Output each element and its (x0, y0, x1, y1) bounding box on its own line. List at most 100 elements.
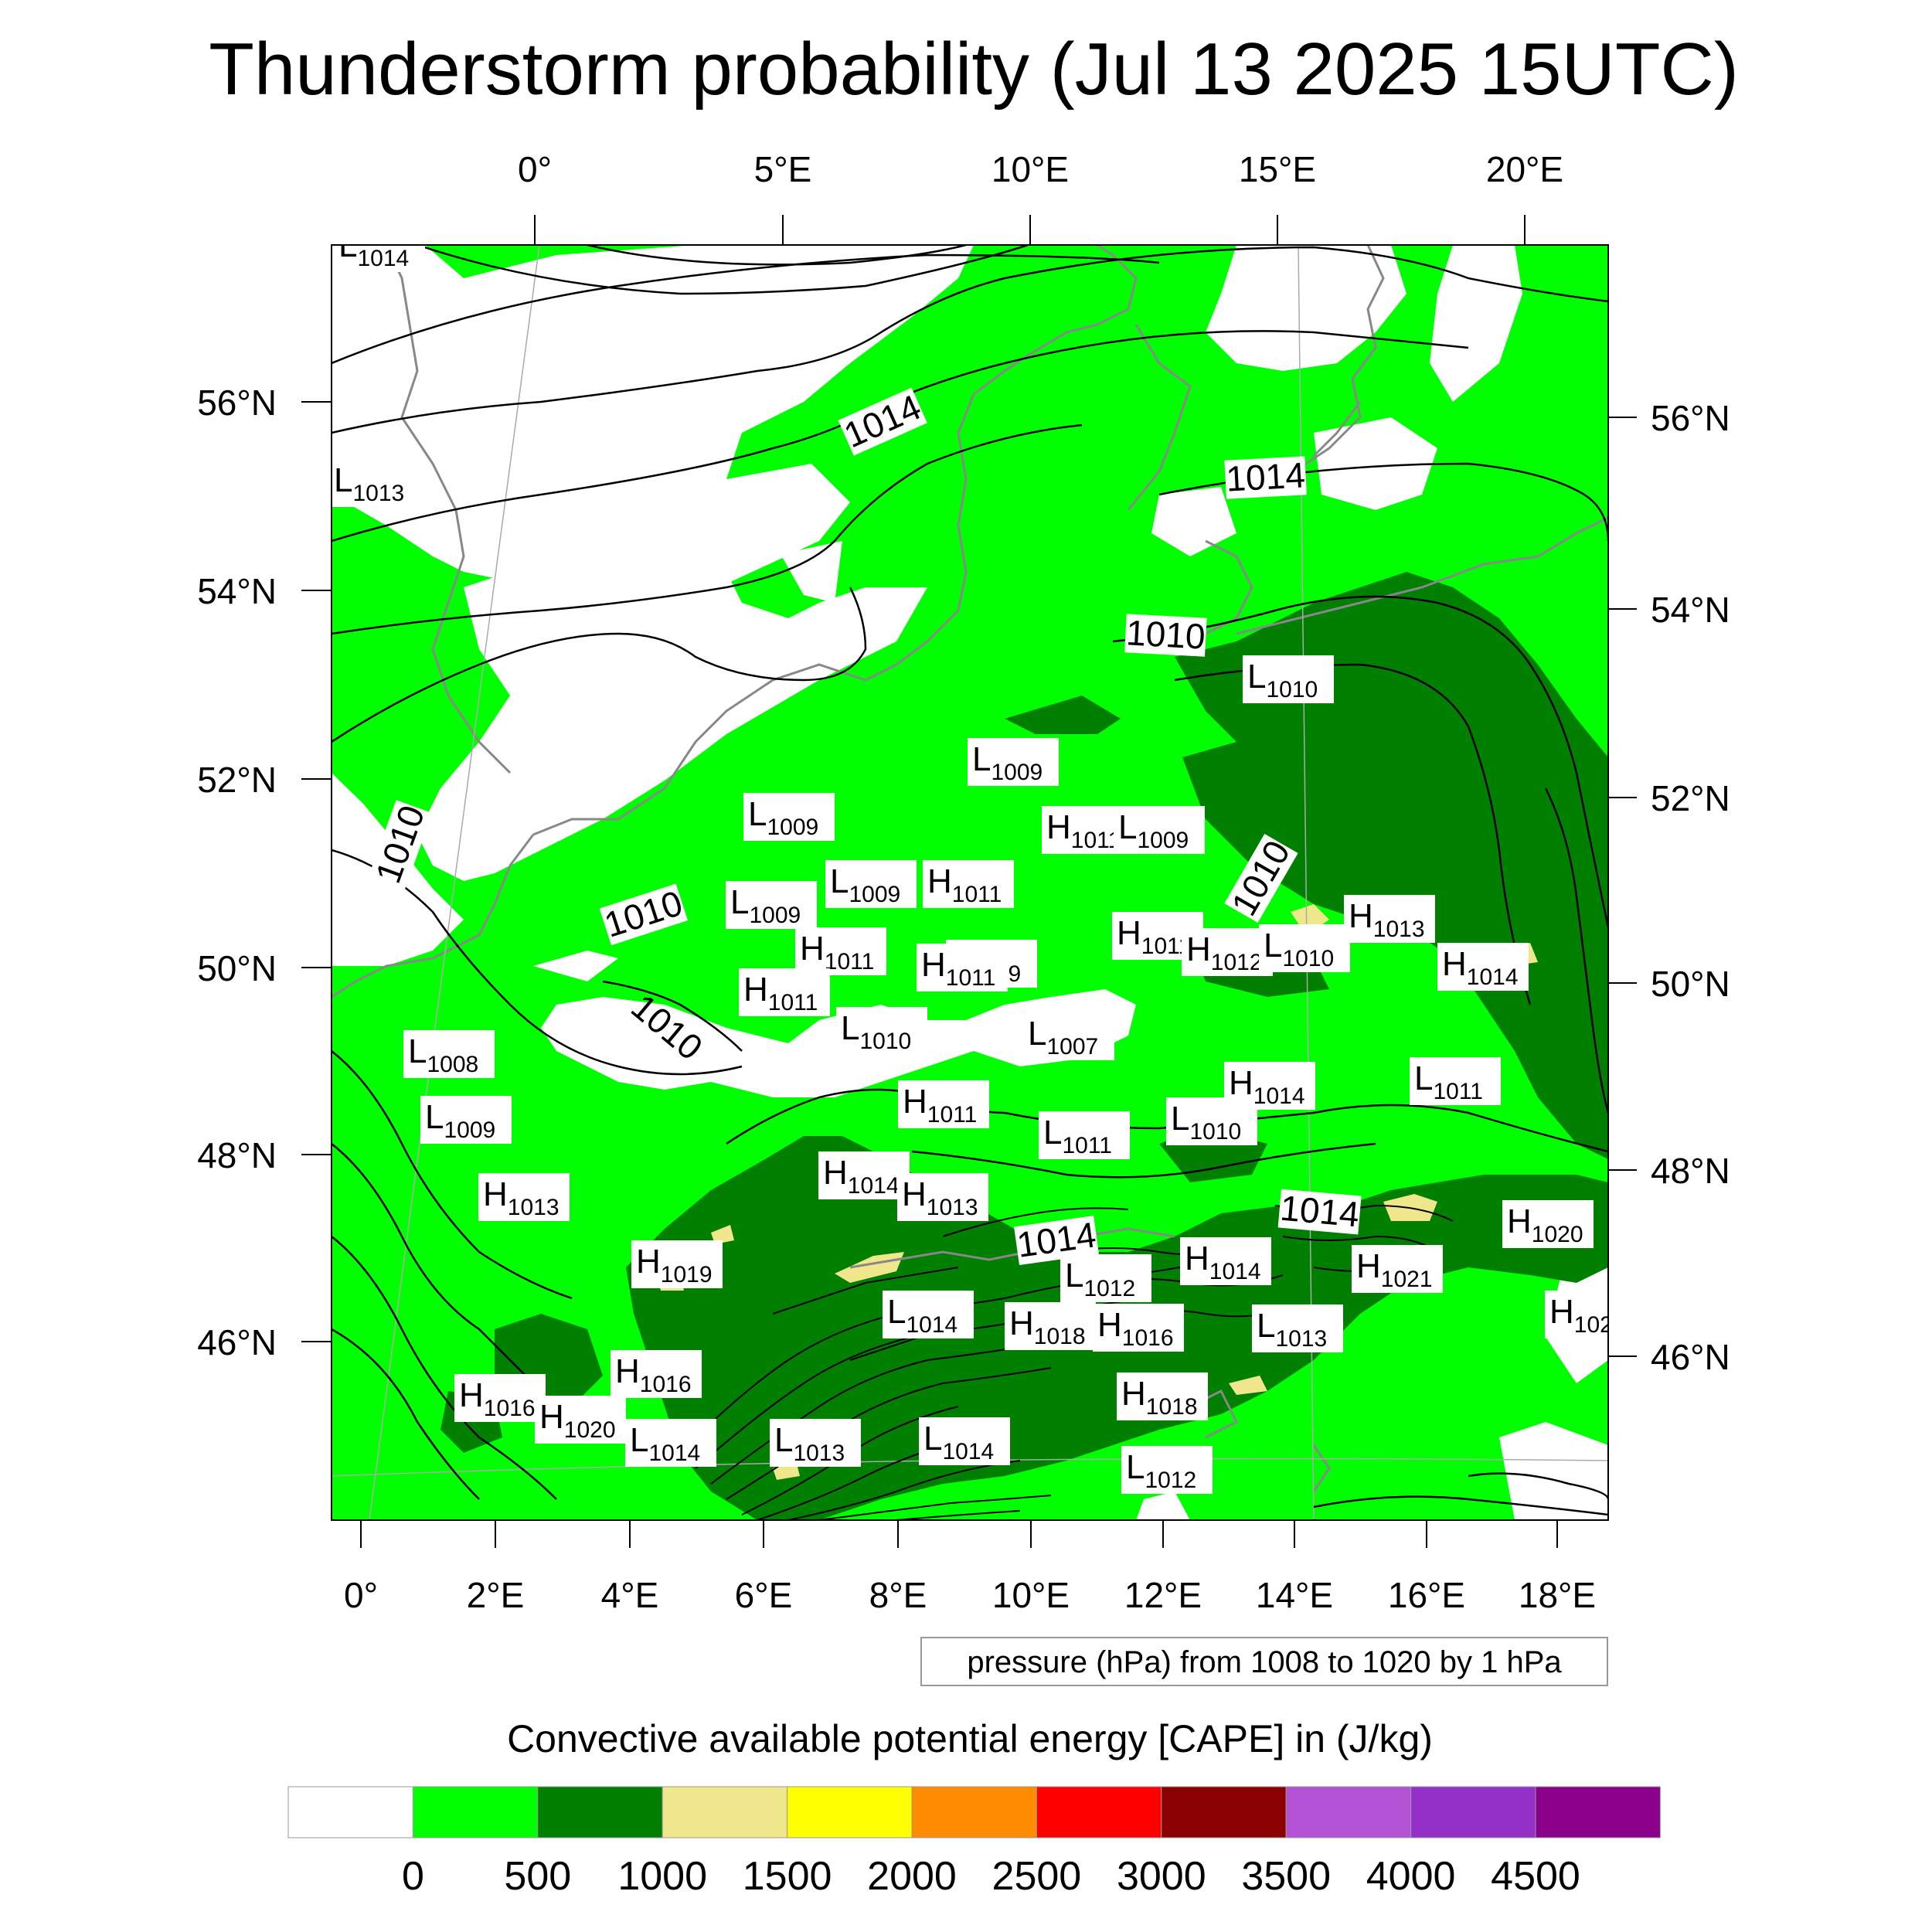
low-pressure-center: L1014 (883, 1291, 974, 1338)
low-pressure-center: L1009 (1114, 806, 1205, 854)
high-pressure-center: H1021 (1352, 1245, 1443, 1293)
pressure-center-box (1252, 1304, 1343, 1352)
colorbar-label: 3000 (1117, 1854, 1206, 1899)
pressure-center-box (968, 738, 1059, 786)
high-pressure-center: H1013 (1344, 895, 1435, 943)
pressure-center-label: H1021 (1356, 1247, 1433, 1292)
low-pressure-center: L1009 (968, 738, 1059, 786)
pressure-center-box (535, 1396, 626, 1444)
colorbar-swatch (287, 1786, 413, 1838)
high-pressure-center: H1019 (631, 1240, 723, 1288)
pressure-center-box (631, 1240, 723, 1288)
high-pressure-center: H1011 (917, 944, 1008, 992)
pressure-center-label: L1014 (923, 1420, 994, 1464)
pressure-center-box (1180, 1237, 1271, 1285)
colorbar-swatch (662, 1786, 788, 1838)
low-pressure-center: L1014 (334, 226, 425, 272)
high-pressure-center: H1018 (1117, 1372, 1208, 1420)
pressure-center-box (1121, 1446, 1213, 1494)
colorbar-label: 2500 (992, 1854, 1082, 1899)
pressure-center-label: L1014 (338, 226, 409, 271)
pressure-center-box (917, 944, 1008, 992)
colorbar-labels: 0 500 1000 1500 2000 2500 3000 3500 4000 4500 (402, 1854, 1580, 1899)
low-pressure-center: L1011 (1410, 1057, 1501, 1105)
pressure-center-box (795, 927, 886, 975)
high-pressure-center: H1011 (795, 927, 886, 975)
pressure-center-box (1182, 928, 1273, 976)
low-pressure-center: L1012 (1121, 1446, 1213, 1494)
colorbar-swatch (787, 1786, 913, 1838)
pressure-center-box (1502, 1200, 1594, 1248)
low-pressure-center: L1010 (836, 1007, 927, 1055)
isobar-label: 1014 (1225, 454, 1306, 498)
pressure-center-label: L1009 (1118, 808, 1189, 853)
colorbar-title: Convective available potential energy [C… (507, 1717, 1433, 1760)
low-pressure-center: L1008 (403, 1030, 495, 1078)
high-pressure-center: H1016 (1093, 1304, 1184, 1352)
left-lat-label: 46°N (197, 1322, 277, 1362)
axis-tick-labels: 0° 5°E 10°E 15°E 20°E 0° 2°E 4°E 6°E 8°E… (197, 149, 1730, 1615)
bottom-lon-label: 12°E (1124, 1575, 1202, 1615)
pressure-center-box (743, 793, 835, 841)
high-pressure-center: H1016 (454, 1374, 546, 1422)
pressure-center-label: L1011 (1414, 1060, 1483, 1104)
bottom-lon-label: 16°E (1388, 1575, 1465, 1615)
bottom-lon-label: 4°E (601, 1575, 659, 1615)
pressure-center-label: H1014 (1229, 1064, 1305, 1109)
bottom-lon-label: 18°E (1519, 1575, 1596, 1615)
high-pressure-center: H1011 (898, 1080, 989, 1128)
colorbar-swatches (287, 1786, 1661, 1838)
bottom-lon-label: 2°E (467, 1575, 525, 1615)
pressure-note-box (920, 1637, 1608, 1686)
axis-ticks (301, 215, 1637, 1548)
high-pressure-center: H1014 (1224, 1062, 1315, 1110)
bottom-lon-label: 8°E (869, 1575, 927, 1615)
pressure-center-box (1039, 1111, 1130, 1159)
bottom-lon-label: 10°E (992, 1575, 1070, 1615)
pressure-center-box (1545, 1291, 1608, 1338)
low-pressure-center: L1009 (420, 1096, 512, 1144)
pressure-center-label: L1009 (972, 740, 1043, 785)
right-lat-label: 48°N (1651, 1151, 1730, 1191)
colorbar: Convective available potential energy [C… (287, 1717, 1661, 1899)
pressure-center-box (898, 1080, 989, 1128)
pressure-center-box (1410, 1057, 1501, 1105)
pressure-center-label: L1009 (830, 862, 900, 907)
left-lat-label: 48°N (197, 1135, 277, 1175)
pressure-center-label: H1016 (615, 1352, 692, 1397)
pressure-center-label: L1009 (425, 1098, 495, 1143)
low-pressure-center: L1014 (625, 1419, 716, 1467)
pressure-center-label: H1014 (1442, 945, 1519, 990)
pressure-center-box (334, 245, 425, 272)
pressure-center-box (1005, 1302, 1096, 1350)
high-pressure-center: H1020 (1502, 1200, 1594, 1248)
high-pressure-center: H1013 (897, 1173, 988, 1221)
colorbar-label: 1500 (743, 1854, 832, 1899)
pressure-center-box (625, 1419, 716, 1467)
pressure-center-box (420, 1096, 512, 1144)
colorbar-label: 0 (402, 1854, 424, 1899)
low-pressure-center: L1013 (770, 1419, 861, 1467)
low-pressure-center: L1013 (332, 459, 420, 507)
pressure-center-box (454, 1374, 546, 1422)
right-lat-label: 52°N (1651, 778, 1730, 818)
pressure-center-box (1437, 943, 1529, 991)
pressure-center-box (883, 1291, 974, 1338)
right-lat-label: 54°N (1651, 590, 1730, 630)
pressure-center-label: H1011 (1046, 808, 1121, 853)
high-pressure-center: H1014 (1437, 943, 1529, 991)
high-pressure-center: H1013 (478, 1173, 570, 1221)
pressure-center-label: H1013 (483, 1175, 560, 1220)
colorbar-swatch (911, 1786, 1037, 1838)
pressure-center-label: H1013 (1349, 897, 1425, 942)
pressure-center-label: L1012 (1126, 1448, 1196, 1493)
pressure-center-box (818, 1151, 910, 1199)
colorbar-swatch (1535, 1786, 1661, 1838)
top-lon-label: 5°E (754, 149, 812, 189)
pressure-center-box (739, 968, 830, 1016)
colorbar-label: 500 (504, 1854, 571, 1899)
pressure-center-box (825, 860, 917, 908)
